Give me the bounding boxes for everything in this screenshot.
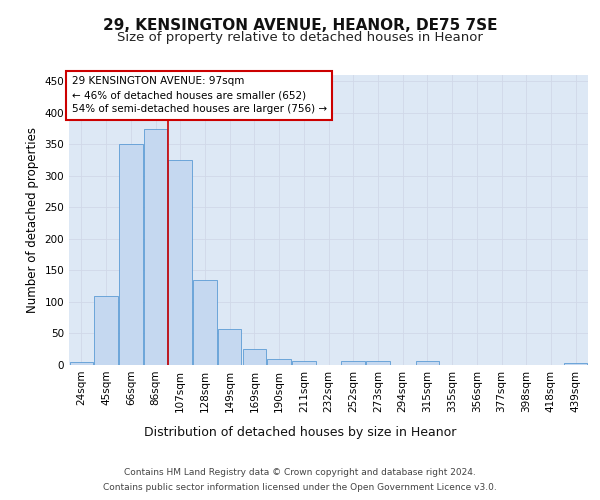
Bar xyxy=(366,361,389,365)
Bar xyxy=(242,349,266,365)
Bar xyxy=(218,329,241,365)
Y-axis label: Number of detached properties: Number of detached properties xyxy=(26,127,39,313)
Bar xyxy=(144,128,167,365)
Bar xyxy=(292,361,316,365)
Bar xyxy=(564,363,587,365)
Text: 29, KENSINGTON AVENUE, HEANOR, DE75 7SE: 29, KENSINGTON AVENUE, HEANOR, DE75 7SE xyxy=(103,18,497,32)
Text: Contains public sector information licensed under the Open Government Licence v3: Contains public sector information licen… xyxy=(103,483,497,492)
Bar xyxy=(70,362,93,365)
Text: 29 KENSINGTON AVENUE: 97sqm
← 46% of detached houses are smaller (652)
54% of se: 29 KENSINGTON AVENUE: 97sqm ← 46% of det… xyxy=(71,76,327,114)
Bar xyxy=(169,160,192,365)
Text: Distribution of detached houses by size in Heanor: Distribution of detached houses by size … xyxy=(144,426,456,439)
Bar xyxy=(94,296,118,365)
Text: Size of property relative to detached houses in Heanor: Size of property relative to detached ho… xyxy=(117,31,483,44)
Bar xyxy=(268,358,291,365)
Bar xyxy=(193,280,217,365)
Text: Contains HM Land Registry data © Crown copyright and database right 2024.: Contains HM Land Registry data © Crown c… xyxy=(124,468,476,477)
Bar xyxy=(416,361,439,365)
Bar xyxy=(119,144,143,365)
Bar xyxy=(341,361,365,365)
